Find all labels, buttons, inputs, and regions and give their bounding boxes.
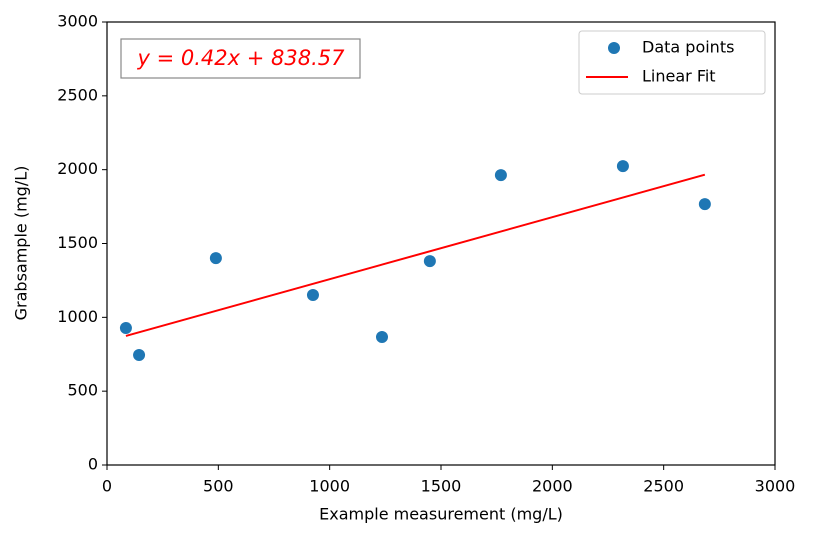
data-point (133, 348, 146, 361)
x-tick-label: 1000 (309, 477, 350, 496)
fit-equation: y = 0.42x + 838.57 (137, 46, 346, 70)
x-tick-label: 500 (203, 477, 234, 496)
y-tick-label: 1000 (57, 307, 98, 326)
x-axis-label: Example measurement (mg/L) (319, 505, 563, 524)
legend-swatch (608, 42, 620, 54)
data-point (698, 198, 711, 211)
data-point (306, 289, 319, 302)
x-tick-label: 1500 (421, 477, 462, 496)
data-point (494, 169, 507, 182)
y-tick-label: 1500 (57, 233, 98, 252)
y-tick-label: 500 (67, 381, 98, 400)
y-tick-label: 3000 (57, 12, 98, 31)
x-tick-label: 3000 (755, 477, 796, 496)
data-point (375, 330, 388, 343)
y-tick-label: 2000 (57, 159, 98, 178)
x-tick-label: 2000 (532, 477, 573, 496)
data-point (616, 160, 629, 173)
x-tick-label: 0 (102, 477, 112, 496)
data-point (423, 255, 436, 268)
legend-box (578, 30, 766, 95)
legend-label: Data points (642, 38, 734, 57)
y-axis-label: Grabsample (mg/L) (12, 166, 31, 321)
x-tick-label: 2500 (643, 477, 684, 496)
data-point (209, 252, 222, 265)
data-point (119, 321, 132, 334)
annotation-box (120, 38, 361, 79)
fit-line (125, 173, 706, 337)
y-tick-label: 2500 (57, 85, 98, 104)
legend-label: Linear Fit (642, 67, 716, 86)
y-tick-label: 0 (88, 455, 98, 474)
